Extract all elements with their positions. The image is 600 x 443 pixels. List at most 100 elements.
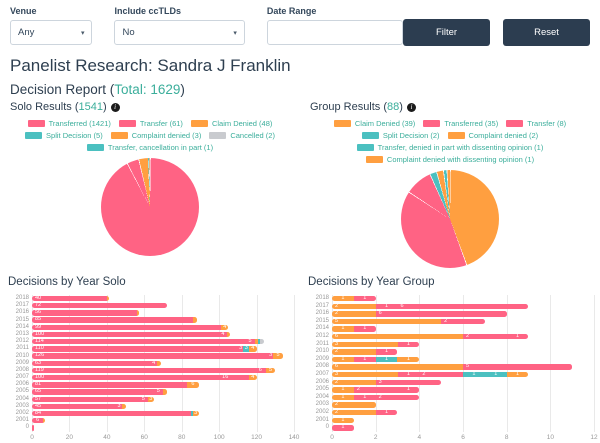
legend-item[interactable]: Split Decision (2): [361, 130, 440, 141]
legend-item[interactable]: Transferred (1421): [27, 118, 111, 129]
bar-segment: 1: [375, 349, 398, 355]
report-label: Decision Report: [10, 82, 107, 97]
gridline: [332, 295, 333, 432]
x-axis-tick-label: 40: [103, 433, 111, 441]
bar-segment: 2: [463, 334, 507, 340]
legend-label: Complaint denied (3): [131, 131, 202, 140]
legend-item[interactable]: Transferred (35): [423, 118, 498, 129]
legend-item[interactable]: Claim Denied (39): [333, 118, 415, 129]
filter-button[interactable]: Filter: [403, 19, 490, 46]
x-axis-tick-label: 0: [330, 433, 334, 441]
bar-segment: 1: [353, 296, 376, 302]
legend-swatch: [110, 132, 128, 139]
bar-row: 119 6 5: [32, 367, 294, 374]
legend-item[interactable]: Split Decision (5): [25, 130, 103, 141]
bar-segment: 6: [187, 382, 199, 388]
bar-value-label: 84: [35, 410, 42, 416]
reset-button[interactable]: Reset: [503, 19, 590, 46]
bar-value-label: 1: [385, 356, 389, 362]
bar-row: 100 4: [32, 331, 294, 338]
venue-field: Venue Any ▾: [10, 6, 93, 45]
legend-item[interactable]: Cancelled (2): [209, 130, 275, 141]
gridline: [419, 295, 421, 432]
bar-segment: [217, 324, 221, 331]
bar-value-label: 1: [516, 334, 520, 340]
bar-value-label: 57: [35, 396, 42, 402]
legend-item[interactable]: Complaint denied with dissenting opinion…: [365, 154, 534, 165]
bar-value-label: 5: [141, 396, 145, 402]
bar-segment: 4: [249, 374, 257, 381]
bar-value-label: 5: [269, 367, 273, 373]
bar-value-label: 99: [35, 324, 42, 330]
info-icon[interactable]: i: [110, 102, 120, 112]
bar-segment: 4: [221, 324, 229, 331]
y-axis-year-label: 2016: [315, 310, 329, 317]
cctlds-selected-value: No: [122, 27, 135, 38]
bar-segment: 4: [149, 360, 158, 366]
bar-value-label: 5: [156, 389, 160, 395]
bar-value-label: 4: [221, 331, 225, 337]
bar-segment: 1: [397, 356, 420, 363]
bar-value-label: 2: [335, 349, 339, 355]
bar-segment: 3: [237, 346, 244, 352]
bar-segment: 1: [375, 410, 398, 416]
solo-results-header: Solo Results (1541) i: [10, 101, 300, 113]
bar-segment: 126: [32, 353, 268, 359]
bar-segment: 3: [267, 353, 274, 359]
legend-item[interactable]: Complaint denied (2): [447, 130, 538, 141]
legend-item[interactable]: Transfer (61): [118, 118, 183, 129]
gridline: [294, 295, 295, 432]
venue-select[interactable]: Any ▾: [10, 20, 93, 45]
legend-label: Transfer, denied in part with dissenting…: [377, 143, 544, 152]
bar-row: 6: [32, 417, 294, 424]
bar-value-label: 110: [35, 346, 44, 352]
stacked-bar: 126 3 5: [32, 353, 283, 359]
date-range-label: Date Range: [266, 6, 317, 16]
info-icon[interactable]: i: [406, 102, 416, 112]
solo-year-bar-chart: 2018 2017 2016 2015 2014 2013 2012 2011 2010 2009…: [8, 295, 299, 443]
date-range-input[interactable]: [266, 20, 403, 45]
bar-segment: 100: [32, 374, 220, 381]
group-results-header: Group Results (88) i: [310, 101, 600, 113]
results-columns: Solo Results (1541) i Transferred (1421)…: [0, 101, 600, 268]
stacked-bar: 99 4: [32, 324, 229, 331]
y-axis-year-label: 2018: [315, 295, 329, 301]
bar-segment: [254, 339, 259, 345]
bar-row: 1 1 2: [332, 394, 594, 402]
stacked-bar: 100 16 4: [32, 374, 257, 381]
bar-segment: 1: [332, 394, 354, 401]
bar-segment: 100: [32, 331, 220, 338]
bar-value-label: 100: [35, 374, 45, 380]
legend-item[interactable]: Transfer (8): [506, 118, 566, 129]
stacked-bar: 1 2 1: [332, 387, 420, 393]
bar-segment: 45: [32, 403, 117, 410]
x-axis-tick-label: 4: [417, 433, 422, 441]
legend-item[interactable]: Transfer, cancellation in part (1): [86, 142, 213, 153]
bar-value-label: 2: [335, 410, 339, 415]
stacked-bar: 81 6: [32, 382, 199, 388]
legend-item[interactable]: Transfer, denied in part with dissenting…: [356, 142, 544, 153]
bar-value-label: 2: [335, 379, 339, 385]
bar-segment: 1: [375, 356, 398, 363]
x-axis-tick-label: 140: [288, 433, 300, 441]
legend-label: Transfer (61): [139, 119, 183, 128]
bar-segment: 2: [419, 372, 463, 378]
cctlds-select[interactable]: No ▾: [114, 20, 245, 45]
legend-label: Transfer (8): [527, 119, 567, 128]
bar-value-label: 2: [378, 394, 382, 400]
gridline: [181, 295, 183, 432]
bar-segment: [226, 331, 231, 338]
bar-segment: 1: [506, 334, 529, 340]
y-axis-year-label: 2008: [315, 363, 329, 370]
bar-segment: [43, 418, 46, 424]
x-axis-tick-label: 10: [546, 433, 554, 441]
bar-value-label: 1: [341, 387, 345, 393]
legend-item[interactable]: Claim Denied (48): [190, 118, 272, 129]
bar-segment: 2: [332, 379, 376, 386]
y-axis-year-label: 0: [25, 424, 29, 431]
legend-item[interactable]: Complaint denied (3): [110, 130, 202, 141]
bar-value-label: 1: [363, 296, 367, 302]
bar-row: 57 5 3: [32, 396, 294, 403]
